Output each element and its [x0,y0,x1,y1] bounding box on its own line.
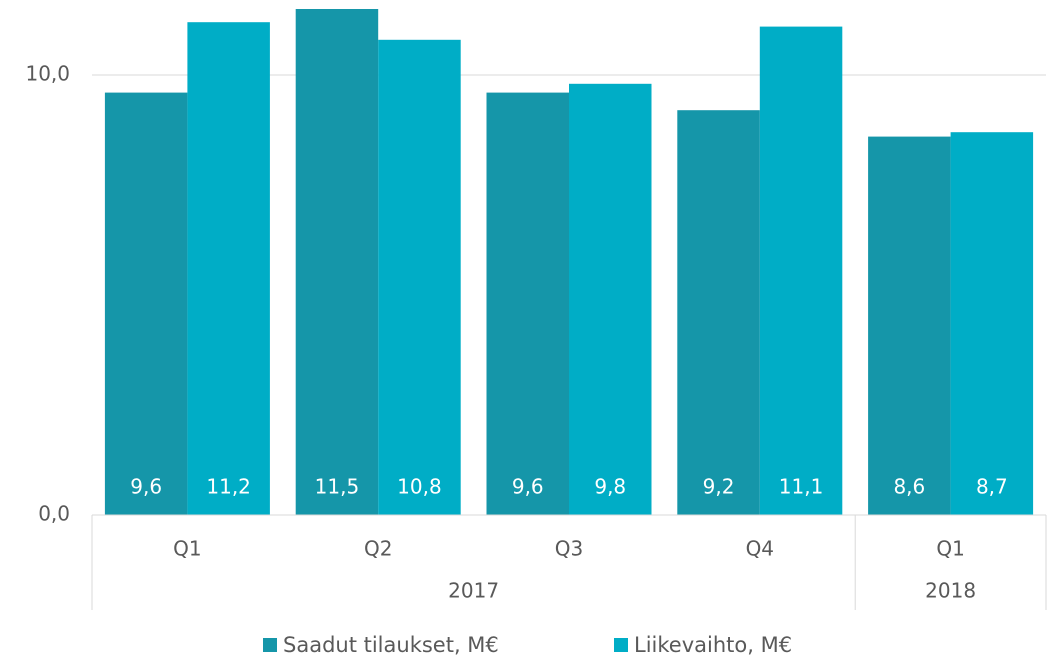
data-label: 9,8 [594,475,626,499]
bar [295,9,379,515]
group-label: 2017 [448,579,499,603]
legend-label: Saadut tilaukset, M€ [283,633,499,657]
bar [187,22,270,515]
x-tick-label: Q3 [555,537,583,561]
bar [378,39,461,516]
x-tick-label: Q2 [364,537,392,561]
bar [677,110,760,515]
x-tick-label: Q1 [173,537,201,561]
data-label: 9,6 [512,475,544,499]
data-label: 8,6 [893,475,925,499]
data-label: 11,1 [779,475,824,499]
y-tick-label: 10,0 [25,62,70,86]
legend-swatch [263,638,277,652]
data-label: 10,8 [397,475,442,499]
data-label: 8,7 [976,475,1008,499]
data-label: 9,6 [130,475,162,499]
legend-swatch [614,638,628,652]
legend-label: Liikevaihto, M€ [634,633,792,657]
bar [868,136,951,515]
x-tick-label: Q1 [936,537,964,561]
x-tick-label: Q4 [746,537,774,561]
bar [950,132,1034,515]
data-label: 11,2 [206,475,251,499]
bar [486,92,569,515]
bar [104,92,188,515]
bar [759,26,843,515]
y-tick-label: 0,0 [38,502,70,526]
data-label: 9,2 [703,475,735,499]
bar [569,83,652,516]
group-label: 2018 [925,579,976,603]
data-label: 11,5 [315,475,360,499]
